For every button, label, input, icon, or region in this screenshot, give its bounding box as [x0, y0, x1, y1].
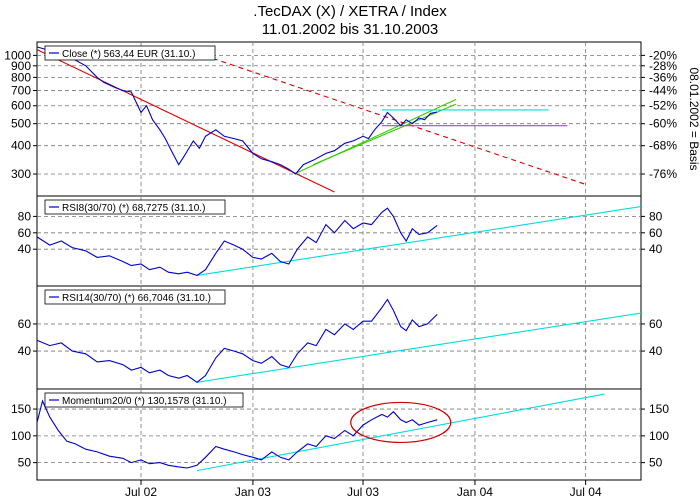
y2-tick-label: 40 — [649, 242, 663, 256]
legend-box — [44, 45, 216, 61]
y2-tick-label: 60 — [649, 317, 663, 331]
red-trend-line — [36, 49, 335, 193]
x-tick-label: Jan 04 — [457, 485, 493, 499]
legend-box — [44, 199, 226, 215]
y2-tick-label: 150 — [649, 402, 669, 416]
y-tick-label: 80 — [18, 209, 32, 223]
y2-tick-label: -68% — [649, 139, 677, 153]
y2-tick-label: -44% — [649, 84, 677, 98]
legend-label: Close (*) 563,44 EUR (31.10.) — [62, 49, 195, 60]
price-series-line — [36, 207, 438, 277]
y2-tick-label: -20% — [649, 48, 677, 62]
legend-box — [44, 289, 226, 305]
x-tick-label: Jul 02 — [125, 485, 157, 499]
cyan-support-line — [196, 206, 642, 276]
highlight-ellipse — [350, 401, 452, 444]
panel-2: 80 80 60 60 40 40 RSI8(30/70) (*) 68,7275 (31.… — [18, 196, 663, 287]
right-axis-title: 08.01.2002 = Basis — [687, 67, 700, 170]
y-tick-label: 150 — [11, 402, 31, 416]
red-dashed-trend-line — [178, 46, 586, 185]
x-tick-label: Jan 03 — [235, 485, 271, 499]
y-tick-label: 50 — [18, 456, 32, 470]
y-tick-label: 40 — [18, 242, 32, 256]
y2-tick-label: 50 — [649, 456, 663, 470]
title-line-2: 11.01.2002 bis 31.10.2003 — [261, 21, 439, 38]
y-tick-label: 300 — [11, 167, 31, 181]
legend-label: Momentum20/0 (*) 130,1578 (31.10.) — [62, 396, 227, 407]
title-line-1: .TecDAX (X) / XETRA / Index — [253, 3, 447, 20]
y-tick-label: 40 — [18, 344, 32, 358]
y-tick-label: 700 — [11, 84, 31, 98]
panel-3: 60 60 40 40 RSI14(30/70) (*) 66,7046 (31.10.… — [18, 286, 663, 390]
x-tick-label: Jul 03 — [347, 485, 379, 499]
price-series-line — [36, 298, 438, 383]
y2-tick-label: 40 — [649, 344, 663, 358]
y-tick-label: 60 — [18, 226, 32, 240]
y2-tick-label: -52% — [649, 99, 677, 113]
y2-tick-label: -36% — [649, 70, 677, 84]
y-tick-label: 1000 — [4, 48, 31, 62]
legend-label: RSI14(30/70) (*) 66,7046 (31.10.) — [62, 293, 211, 304]
cyan-support-line — [196, 312, 642, 383]
green-trend-2-line — [312, 103, 457, 166]
panel-4: 150 150 100 100 50 50 Momentum20/0 (*) 130,157… — [11, 389, 669, 481]
y-tick-label: 800 — [11, 70, 31, 84]
legend-box — [44, 392, 244, 408]
y2-tick-label: -76% — [649, 167, 677, 181]
plot-frame — [36, 41, 642, 481]
price-series-line — [36, 399, 438, 469]
y2-tick-label: 80 — [649, 209, 663, 223]
x-tick-label: Jul 04 — [570, 485, 602, 499]
panel-1: 1000 -20% 900 -28% 800 -36% 700 -44% 600 -52% 500 -… — [4, 42, 700, 197]
y-tick-label: 900 — [11, 59, 31, 73]
y2-tick-label: 60 — [649, 226, 663, 240]
y-tick-label: 400 — [11, 139, 31, 153]
y-tick-label: 60 — [18, 317, 32, 331]
y-tick-label: 500 — [11, 117, 31, 131]
chart-title: .TecDAX (X) / XETRA / Index 11.01.2002 b… — [0, 0, 700, 42]
y2-tick-label: 100 — [649, 429, 669, 443]
legend-label: RSI8(30/70) (*) 68,7275 (31.10.) — [62, 203, 205, 214]
y-tick-label: 100 — [11, 429, 31, 443]
y-tick-label: 600 — [11, 99, 31, 113]
price-series-line — [36, 46, 438, 175]
y2-tick-label: -60% — [649, 117, 677, 131]
y2-tick-label: -28% — [649, 59, 677, 73]
